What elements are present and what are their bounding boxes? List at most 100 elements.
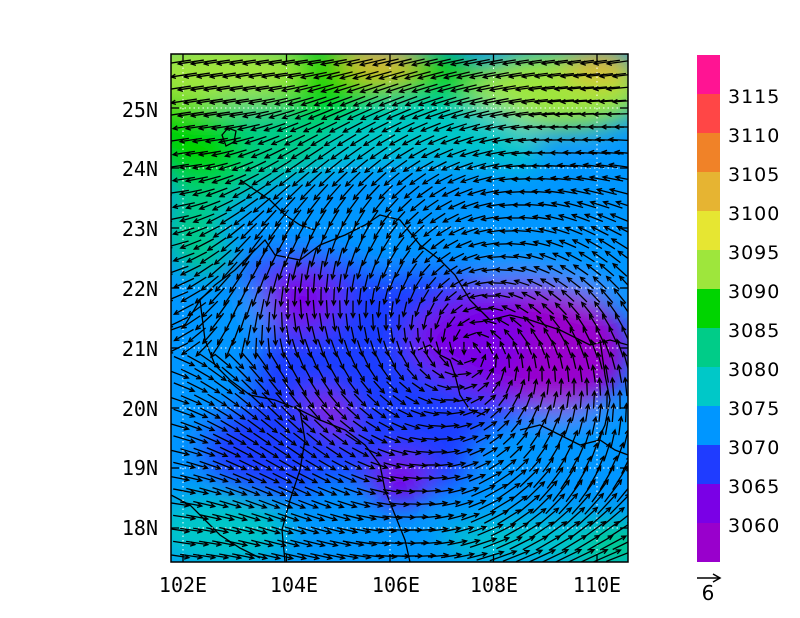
colorbar-box	[697, 328, 720, 367]
wind-vector-arrow	[517, 405, 527, 420]
colorbar-box	[697, 367, 720, 406]
wind-vector-arrow	[270, 273, 279, 295]
wind-vector-arrow	[266, 432, 285, 446]
wind-vector-arrow	[214, 274, 231, 293]
wind-vector-arrow	[591, 415, 598, 435]
wind-vector-arrow	[416, 212, 433, 225]
wind-vector-arrow	[171, 124, 195, 131]
wind-vector-arrow	[173, 382, 196, 393]
wind-vector-arrow	[523, 444, 536, 459]
wind-vector-arrow	[369, 488, 390, 495]
wind-vector-arrow	[356, 340, 364, 358]
wind-vector-arrow	[436, 58, 464, 67]
wind-vector-arrow	[278, 286, 285, 308]
wind-vector-arrow	[368, 366, 379, 382]
wind-vector-arrow	[394, 262, 404, 279]
wind-vector-arrow	[210, 338, 224, 359]
wind-vector-arrow	[358, 58, 386, 67]
wind-vector-arrow	[310, 553, 334, 561]
wind-vector-arrow	[433, 148, 454, 158]
wind-vector-arrow	[372, 407, 387, 419]
wind-vector-arrow	[518, 494, 541, 514]
wind-vector-arrow	[171, 215, 189, 223]
wind-vector-arrow	[525, 339, 533, 355]
wind-vector-arrow	[298, 472, 319, 484]
wind-vector-arrow	[195, 339, 213, 357]
wind-vector-arrow	[530, 521, 555, 539]
wind-vector-arrow	[229, 273, 243, 294]
wind-vector-arrow	[428, 186, 447, 198]
wind-vector-arrow	[411, 382, 426, 393]
reference-vector-label: 6	[702, 581, 715, 605]
wind-vector-arrow	[247, 419, 266, 434]
colorbar-box	[697, 289, 720, 328]
wind-vector-arrow	[535, 535, 562, 551]
wind-vector-arrow	[324, 326, 331, 346]
wind-vector-arrow	[199, 460, 222, 470]
wind-vector-arrow	[613, 287, 627, 304]
wind-vector-arrow	[422, 341, 429, 357]
wind-vector-arrow	[289, 122, 312, 133]
wind-vector-arrow	[228, 85, 256, 93]
wind-vector-arrow	[506, 352, 512, 368]
wind-vector-arrow	[351, 474, 371, 483]
wind-vector-arrow	[416, 71, 444, 80]
wind-vector-arrow	[385, 223, 398, 240]
wind-vector-arrow	[352, 184, 367, 201]
wind-vector-arrow	[469, 422, 486, 430]
wind-vector-arrow	[495, 317, 510, 327]
wind-vector-arrow	[468, 267, 485, 274]
wind-vector-arrow	[570, 213, 590, 222]
wind-vector-arrow	[561, 534, 588, 551]
wind-vector-arrow	[474, 306, 490, 312]
wind-vector-arrow	[596, 351, 603, 370]
wind-vector-arrow	[531, 214, 551, 221]
wind-vector-arrow	[342, 366, 353, 383]
wind-vector-arrow	[179, 239, 202, 250]
wind-vector-arrow	[587, 288, 601, 303]
wind-vector-arrow	[527, 303, 542, 315]
wind-vector-arrow	[330, 339, 339, 358]
wind-vector-arrow	[176, 111, 204, 119]
wind-vector-arrow	[343, 287, 350, 307]
wind-vector-arrow	[297, 552, 321, 561]
wind-vector-arrow	[543, 430, 553, 447]
wind-vector-arrow	[584, 492, 605, 515]
wind-vector-arrow	[621, 325, 628, 341]
wind-vector-arrow	[520, 98, 548, 105]
wind-vector-arrow	[178, 163, 202, 170]
wind-vector-arrow	[173, 355, 196, 367]
wind-vector-arrow	[533, 99, 562, 105]
wind-vector-arrow	[595, 325, 605, 343]
wind-vector-arrow	[538, 339, 546, 356]
wind-vector-arrow	[213, 406, 234, 420]
wind-vector-arrow	[478, 471, 503, 485]
wind-vector-arrow	[258, 552, 282, 561]
reference-vector-arrowhead	[712, 573, 722, 583]
wind-vector-arrow	[212, 460, 235, 471]
wind-vector-arrow	[553, 59, 581, 66]
wind-vector-arrow	[471, 484, 496, 497]
wind-vector-arrow	[208, 72, 236, 80]
y-tick-label-23N: 23N	[122, 217, 158, 241]
wind-vector-arrow	[597, 428, 604, 448]
wind-vector-arrow	[330, 486, 351, 496]
wind-vector-arrow	[562, 149, 585, 156]
wind-vector-arrow	[463, 383, 478, 390]
wind-vector-arrow	[527, 112, 555, 118]
wind-vector-arrow	[450, 384, 466, 390]
wind-vector-arrow	[408, 288, 416, 305]
wind-vector-arrow	[277, 260, 286, 281]
wind-vector-arrow	[475, 84, 503, 93]
wind-vector-arrow	[215, 59, 243, 67]
wind-vector-arrow	[429, 212, 446, 224]
colorbar-label-3105: 3105	[728, 164, 780, 186]
wind-vector-arrow	[488, 459, 505, 470]
wind-vector-arrow	[552, 364, 558, 382]
wind-vector-arrow	[329, 540, 352, 548]
wind-vector-arrow	[210, 149, 234, 158]
wind-vector-arrow	[297, 526, 320, 535]
wind-vector-arrow	[490, 523, 517, 537]
wind-vector-arrow	[597, 402, 604, 422]
